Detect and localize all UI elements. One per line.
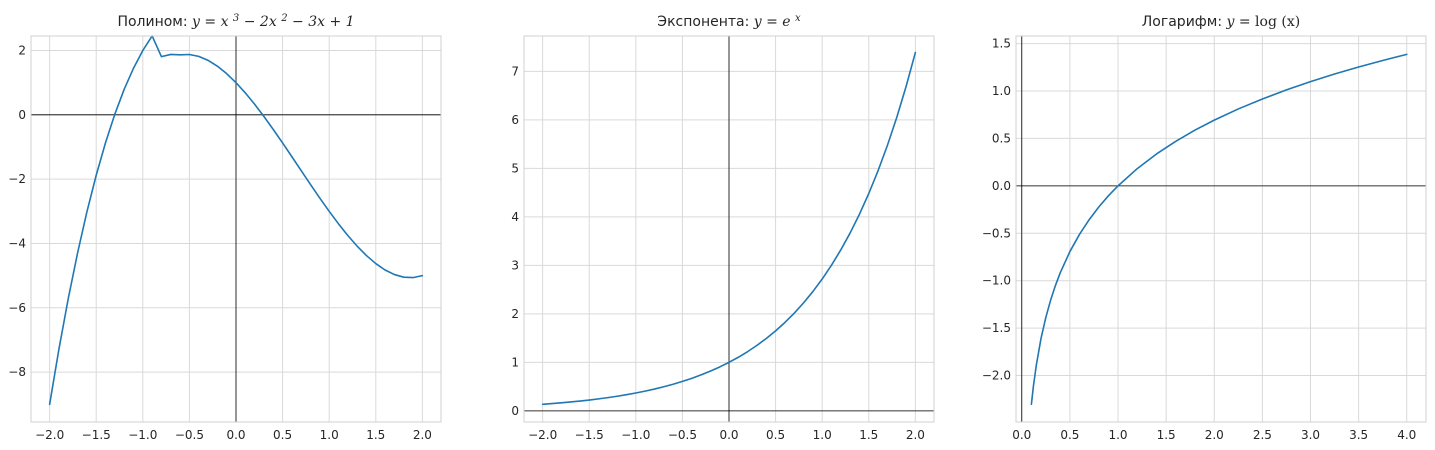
x-tick-label: 3.5 <box>1349 428 1368 442</box>
y-tick-label: 1.0 <box>992 84 1011 98</box>
x-tick-label: 0.5 <box>1060 428 1079 442</box>
y-tick-label: −2 <box>8 172 26 186</box>
x-tick-label: 3.0 <box>1301 428 1320 442</box>
x-tick-label: −1.0 <box>128 428 157 442</box>
y-tick-label: 0 <box>18 108 26 122</box>
y-tick-label: 2 <box>511 307 519 321</box>
y-tick-label: 3 <box>511 258 519 272</box>
y-tick-label: 0 <box>511 404 519 418</box>
x-tick-label: −0.5 <box>175 428 204 442</box>
x-tick-label: 2.0 <box>413 428 432 442</box>
chart-title-math-1: log <box>1255 14 1277 30</box>
chart-title: Экспонента: y = e x <box>657 13 801 31</box>
y-tick-label: 0.0 <box>992 179 1011 193</box>
subplot-logarithm: Логарифм: y = log (x) 0.0 0.5 1.0 1.5 2.0 2.5… <box>982 14 1427 442</box>
x-tick-label: −1.5 <box>82 428 111 442</box>
y-tick-label: −4 <box>8 236 26 250</box>
y-tick-label: −6 <box>8 301 26 315</box>
x-tick-label: 1.0 <box>813 428 832 442</box>
chart-title-prefix: Логарифм: <box>1142 14 1227 30</box>
x-tick-label: 0.0 <box>226 428 245 442</box>
chart-title-prefix: Экспонента: <box>657 14 753 30</box>
x-tick-label: 0.5 <box>273 428 292 442</box>
chart-title-math-2: (x) <box>1281 14 1300 30</box>
y-tick-label: −0.5 <box>982 226 1011 240</box>
subplot-exponent: Экспонента: y = e x −2.0 −1.5 −1.0 −0.5 0.0 0… <box>511 13 935 442</box>
x-tick-label: 2.5 <box>1253 428 1272 442</box>
chart-title-math-0: y = e <box>753 14 791 30</box>
y-tick-label: −8 <box>8 365 26 379</box>
x-tick-label: 1.5 <box>859 428 878 442</box>
chart-title-math-2: − 2x <box>244 14 277 30</box>
y-tick-label: 7 <box>511 64 519 78</box>
chart-title-math-4: − 3x + 1 <box>292 14 355 30</box>
x-tick-label: −0.5 <box>668 428 697 442</box>
chart-title-math-1: x <box>795 13 801 24</box>
x-tick-label: 0.0 <box>719 428 738 442</box>
y-tick-label: 1 <box>511 355 519 369</box>
axes-frame <box>523 35 935 423</box>
chart-title: Полином: y = x 3 − 2x 2 − 3x + 1 <box>117 13 354 31</box>
y-tick-label: 6 <box>511 113 519 127</box>
x-tick-label: −2.0 <box>528 428 557 442</box>
y-tick-label: 5 <box>511 161 519 175</box>
y-tick-label: 4 <box>511 210 519 224</box>
x-tick-label: 1.5 <box>366 428 385 442</box>
x-tick-label: 1.5 <box>1157 428 1176 442</box>
y-tick-label: −2.0 <box>982 369 1011 383</box>
x-tick-label: 1.0 <box>1108 428 1127 442</box>
y-tick-label: 0.5 <box>992 131 1011 145</box>
axes-frame <box>1015 35 1427 423</box>
x-tick-label: −1.5 <box>575 428 604 442</box>
subplot-polynomial: Полином: y = x 3 − 2x 2 − 3x + 1 −2.0 −1.… <box>8 13 442 442</box>
chart-title-math-3: 2 <box>280 13 287 24</box>
y-tick-label: −1.0 <box>982 274 1011 288</box>
x-tick-label: 2.0 <box>906 428 925 442</box>
series-line-0 <box>541 51 917 406</box>
axes-frame <box>30 35 442 423</box>
x-tick-label: 4.0 <box>1397 428 1416 442</box>
chart-title-math-1: 3 <box>233 13 239 24</box>
series-line-0 <box>48 35 424 406</box>
x-tick-label: −2.0 <box>35 428 64 442</box>
x-tick-label: 1.0 <box>320 428 339 442</box>
y-tick-label: −1.5 <box>982 321 1011 335</box>
x-tick-label: 0.5 <box>766 428 785 442</box>
x-tick-label: 2.0 <box>1205 428 1224 442</box>
x-tick-label: 0.0 <box>1012 428 1031 442</box>
y-tick-label: 1.5 <box>992 37 1011 51</box>
x-tick-label: −1.0 <box>621 428 650 442</box>
chart-title-prefix: Полином: <box>117 14 192 30</box>
chart-title-math-0: y = <box>1226 14 1256 30</box>
y-tick-label: 2 <box>18 43 26 57</box>
series-line-0 <box>1030 53 1408 406</box>
chart-title-math-0: y = x <box>191 14 229 30</box>
chart-title: Логарифм: y = log (x) <box>1142 14 1300 30</box>
